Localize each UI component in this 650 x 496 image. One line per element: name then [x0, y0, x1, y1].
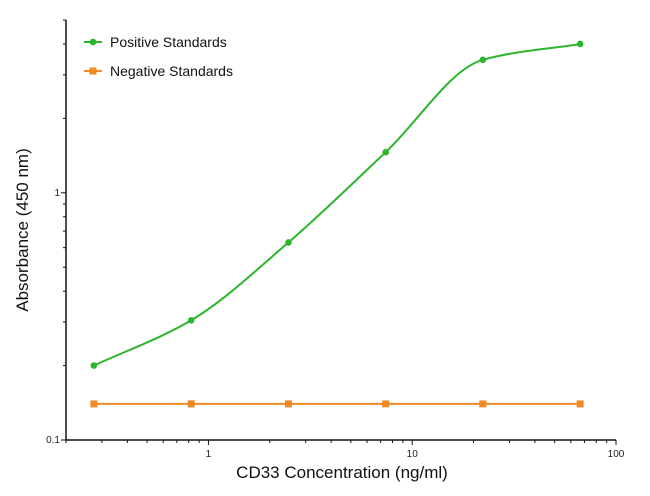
- positive-standards-point: [187, 316, 195, 324]
- positive-standards-point: [90, 362, 98, 369]
- positive-standards-point: [285, 239, 292, 246]
- series-layer: [90, 40, 584, 408]
- positive-standards-line: [93, 42, 581, 367]
- x-tick-label: 10: [407, 449, 419, 460]
- legend-circle-marker-icon: [89, 38, 97, 46]
- y-tick-label: 1: [54, 188, 60, 199]
- legend-label: Positive Standards: [110, 34, 227, 50]
- legend-label: Negative Standards: [110, 63, 233, 79]
- legend-square-marker-icon: [89, 67, 97, 75]
- negative-standards-point: [284, 400, 292, 408]
- x-tick-label: 1: [206, 449, 212, 460]
- legend: Positive Standards Negative Standards: [84, 34, 233, 79]
- x-axis-label: CD33 Concentration (ng/ml): [236, 463, 448, 482]
- positive-standards-point: [479, 56, 487, 64]
- negative-standards-point: [90, 400, 98, 408]
- axes: 1 10 100 0.1 1: [46, 19, 625, 460]
- y-tick-label: 0.1: [46, 435, 60, 446]
- x-tick-label: 100: [608, 449, 625, 460]
- negative-standards-point: [187, 400, 195, 408]
- y-axis-label: Absorbance (450 nm): [13, 148, 32, 311]
- negative-standards-point: [479, 400, 487, 408]
- positive-standards-point: [576, 40, 584, 48]
- negative-standards-point: [576, 400, 584, 408]
- positive-standards-point: [382, 148, 389, 156]
- negative-standards-point: [382, 400, 390, 408]
